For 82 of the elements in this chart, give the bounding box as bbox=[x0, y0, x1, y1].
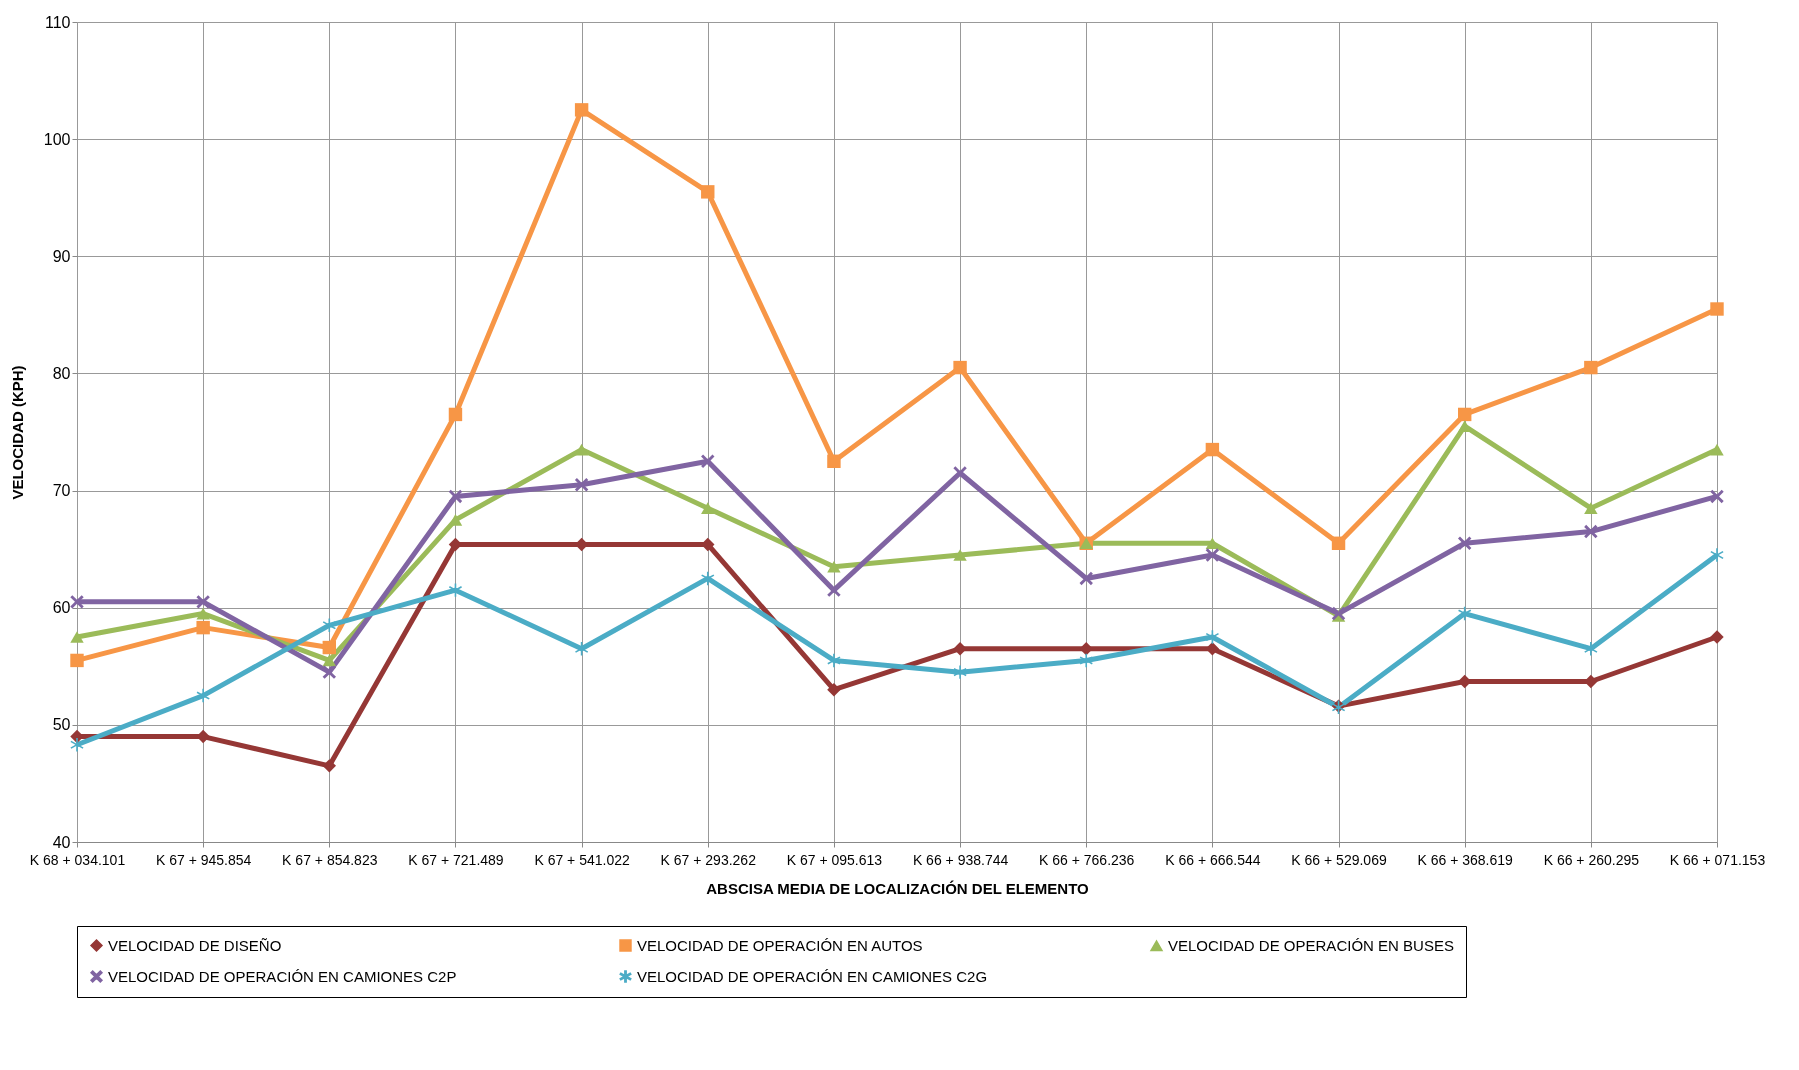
point bbox=[1584, 642, 1598, 656]
point bbox=[1079, 642, 1093, 656]
point bbox=[1205, 442, 1220, 457]
point bbox=[953, 360, 967, 375]
point bbox=[70, 653, 84, 668]
legend-label: VELOCIDAD DE OPERACIÓN EN CAMIONES C2G bbox=[637, 967, 988, 985]
point bbox=[1584, 502, 1598, 514]
y-tick-label: 50 bbox=[52, 716, 71, 734]
point bbox=[1205, 642, 1220, 656]
x-tick-label: K 67 + 541.022 bbox=[534, 851, 630, 868]
point bbox=[448, 489, 463, 504]
point bbox=[70, 631, 84, 643]
x-tick-label: K 67 + 945.854 bbox=[155, 851, 252, 868]
y-tick-label: 100 bbox=[43, 130, 71, 148]
point bbox=[1584, 674, 1598, 689]
point bbox=[322, 665, 337, 679]
y-tick-label: 60 bbox=[52, 599, 71, 617]
point bbox=[701, 185, 715, 199]
legend-label: VELOCIDAD DE OPERACIÓN EN CAMIONES C2P bbox=[108, 967, 457, 985]
point bbox=[701, 454, 715, 468]
point bbox=[574, 478, 589, 492]
point bbox=[1457, 536, 1472, 550]
y-axis-title: VELOCIDAD (KPH) bbox=[8, 365, 26, 500]
y-tick-label: 80 bbox=[52, 364, 71, 382]
point bbox=[1079, 571, 1093, 586]
point bbox=[1457, 407, 1472, 422]
point bbox=[1710, 630, 1724, 644]
legend-label: VELOCIDAD DE OPERACIÓN EN BUSES bbox=[1168, 936, 1454, 954]
point bbox=[574, 443, 589, 456]
point bbox=[196, 607, 210, 620]
point bbox=[1331, 606, 1346, 621]
y-tick-label: 110 bbox=[44, 13, 71, 31]
point bbox=[70, 595, 84, 609]
x-tick-label: K 67 + 095.613 bbox=[786, 851, 883, 868]
point bbox=[827, 653, 841, 668]
point bbox=[322, 640, 337, 655]
x-tick-label: K 68 + 034.101 bbox=[29, 851, 126, 868]
point bbox=[953, 549, 967, 561]
point bbox=[448, 407, 463, 422]
point bbox=[196, 688, 210, 703]
point bbox=[1710, 302, 1724, 316]
point bbox=[827, 683, 841, 697]
point bbox=[448, 583, 462, 597]
legend-label: VELOCIDAD DE DISEÑO bbox=[108, 936, 282, 954]
point bbox=[701, 502, 715, 514]
x-axis-title: ABSCISA MEDIA DE LOCALIZACIÓN DEL ELEMENTO bbox=[706, 879, 1090, 897]
point bbox=[1205, 548, 1220, 562]
y-tick-label: 40 bbox=[52, 833, 71, 851]
x-tick-label: K 67 + 721.489 bbox=[408, 851, 504, 868]
x-tick-label: K 66 + 938.744 bbox=[912, 851, 1009, 868]
point bbox=[1584, 360, 1598, 375]
x-tick-label: K 66 + 766.236 bbox=[1039, 851, 1135, 868]
point bbox=[322, 654, 337, 667]
x-tick-label: K 66 + 529.069 bbox=[1291, 851, 1387, 868]
point bbox=[1205, 630, 1219, 644]
point bbox=[1710, 548, 1724, 562]
point bbox=[1710, 489, 1724, 504]
point bbox=[953, 665, 967, 679]
point bbox=[827, 560, 841, 573]
x-tick-label: K 67 + 293.262 bbox=[660, 851, 757, 868]
point bbox=[574, 103, 589, 117]
point bbox=[701, 571, 715, 586]
x-tick-label: K 66 + 071.153 bbox=[1669, 851, 1766, 868]
point bbox=[1710, 443, 1724, 456]
y-tick-label: 70 bbox=[52, 482, 71, 500]
point bbox=[701, 537, 715, 552]
x-tick-label: K 66 + 260.295 bbox=[1543, 851, 1640, 868]
point bbox=[70, 738, 84, 752]
point bbox=[196, 595, 210, 609]
point bbox=[953, 642, 967, 656]
point bbox=[1331, 536, 1346, 550]
point bbox=[827, 454, 841, 468]
x-tick-label: K 66 + 666.544 bbox=[1165, 851, 1261, 868]
point bbox=[1079, 653, 1093, 668]
y-tick-label: 90 bbox=[52, 247, 71, 265]
point bbox=[1584, 524, 1598, 539]
point bbox=[322, 759, 337, 773]
x-tick-label: K 67 + 854.823 bbox=[282, 851, 378, 868]
point bbox=[953, 466, 967, 480]
point bbox=[196, 620, 210, 635]
x-tick-label: K 66 + 368.619 bbox=[1417, 851, 1514, 868]
legend-label: VELOCIDAD DE OPERACIÓN EN AUTOS bbox=[637, 936, 923, 954]
